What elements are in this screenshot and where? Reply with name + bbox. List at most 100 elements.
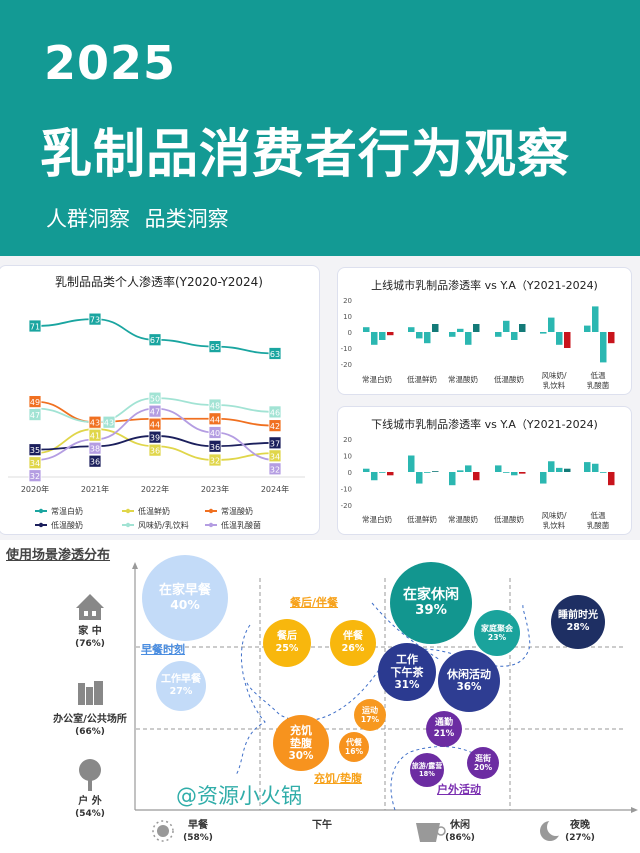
data-point-marker <box>28 395 42 408</box>
bar-chart-bottom-card: 下线城市乳制品渗透率 vs Y.A（Y2021-2024) <box>337 406 632 535</box>
y-tick-label: 0 <box>348 469 352 477</box>
sun-icon <box>152 820 174 842</box>
data-point-marker <box>28 456 42 470</box>
bar <box>584 462 591 472</box>
bar <box>608 472 615 486</box>
scene-bubble: 伴餐 26% <box>330 620 376 666</box>
bar <box>600 472 607 473</box>
bar <box>449 472 456 486</box>
bar <box>379 472 386 473</box>
data-label: 32 <box>210 457 220 466</box>
x-axis-label: 早餐 <box>188 820 208 831</box>
y-axis-arrow <box>132 562 138 569</box>
bubble-pct: 28% <box>566 622 590 634</box>
data-point-marker <box>208 439 222 453</box>
legend-marker <box>208 522 214 528</box>
header-banner: 2025 乳制品消费者行为观察 人群洞察 品类洞察 <box>0 0 640 256</box>
data-label: 34 <box>270 452 280 461</box>
bubble-name: 餐后 <box>277 631 297 643</box>
scene-bubble: 睡前时光 28% <box>551 595 605 649</box>
scene-bubble: 餐后 25% <box>263 619 311 667</box>
y-axis-label: 家 中 <box>78 626 102 637</box>
y-tick-label: -20 <box>341 502 352 510</box>
bar <box>424 332 431 344</box>
bar <box>457 328 464 332</box>
x-axis-icons <box>152 818 565 842</box>
scene-bubble: 在家早餐 40% <box>142 555 228 641</box>
bar-chart-top-title: 上线城市乳制品渗透率 vs Y.A（Y2021-2024) <box>371 279 598 292</box>
scene-section: 使用场景渗透分布 <box>0 540 640 853</box>
scene-bubble: 工作早餐 27% <box>156 661 206 711</box>
category-label: 乳酸菌 <box>587 520 610 530</box>
category-label: 风味奶/ <box>541 510 566 520</box>
watermark: @资源小火锅 <box>176 784 302 808</box>
bubble-pct: 31% <box>394 678 420 691</box>
bar-chart-top-card: 上线城市乳制品渗透率 vs Y.A（Y2021-2024) <box>337 267 632 395</box>
cluster-label: 早餐时刻 <box>141 643 185 656</box>
bubble-pct: 39% <box>415 603 447 619</box>
bubble-name: 旅游/露营 <box>411 761 443 770</box>
header-year: 2025 <box>44 36 177 90</box>
bubble-name: 通勤 <box>434 718 453 729</box>
data-point-marker <box>148 443 162 457</box>
bar <box>457 470 464 472</box>
bar <box>473 324 480 332</box>
bubble-pct: 20% <box>473 763 493 773</box>
bar <box>540 472 547 484</box>
scene-bubble: 充饥 垫腹 30% <box>273 715 329 771</box>
data-point-marker <box>208 340 222 354</box>
bar <box>608 332 615 344</box>
bubble-name: 工作 <box>396 652 418 666</box>
category-label: 常温白奶 <box>362 514 392 524</box>
bar <box>387 472 394 476</box>
legend-label: 低温鲜奶 <box>138 506 170 516</box>
bubble-name: 家庭聚会 <box>481 623 513 633</box>
legend-marker <box>125 522 131 528</box>
x-axis-pct: (86%) <box>445 833 475 843</box>
y-tick-label: -20 <box>341 361 352 369</box>
bar <box>519 472 526 474</box>
data-label: 43 <box>90 419 100 428</box>
bar <box>408 327 415 332</box>
data-label: 36 <box>90 458 100 467</box>
bar <box>592 463 599 472</box>
x-tick-label: 2021年 <box>81 484 109 494</box>
data-point-marker <box>208 453 222 467</box>
data-label: 46 <box>270 408 280 417</box>
data-point-marker <box>28 408 42 421</box>
bar <box>495 332 502 337</box>
bubble-pct: 36% <box>456 681 482 694</box>
bubble-pct: 18% <box>419 770 435 779</box>
legend-label: 低温乳酸菌 <box>221 520 261 530</box>
data-label: 36 <box>150 447 160 456</box>
category-label: 乳酸菌 <box>587 380 610 390</box>
category-label: 低温酸奶 <box>494 374 524 384</box>
tree-icon <box>79 759 101 791</box>
bubble-pct: 21% <box>433 729 455 740</box>
category-label: 低温鲜奶 <box>407 374 437 384</box>
bar <box>371 472 378 481</box>
header-title: 乳制品消费者行为观察 <box>40 125 571 185</box>
data-label: 63 <box>270 350 280 359</box>
scene-bubble: 运动 17% <box>354 699 386 731</box>
x-axis-pct: (27%) <box>565 833 595 843</box>
category-label: 低温鲜奶 <box>407 514 437 524</box>
y-tick-label: -10 <box>341 345 352 353</box>
data-point-marker <box>148 430 162 444</box>
data-label: 73 <box>90 316 100 325</box>
bar <box>449 332 456 337</box>
x-tick-label: 2024年 <box>261 484 289 494</box>
bar <box>519 324 526 332</box>
bar <box>416 472 423 484</box>
data-point-marker <box>28 469 42 483</box>
bar <box>371 332 378 345</box>
bubble-pct: 26% <box>341 643 365 655</box>
bar <box>600 332 607 363</box>
bubble-pct: 17% <box>360 715 380 725</box>
legend-marker <box>38 522 44 528</box>
scene-bubble: 逛街 20% <box>467 747 499 779</box>
data-label: 40 <box>210 429 220 438</box>
data-point-marker <box>208 398 222 412</box>
data-point-marker <box>28 319 42 333</box>
